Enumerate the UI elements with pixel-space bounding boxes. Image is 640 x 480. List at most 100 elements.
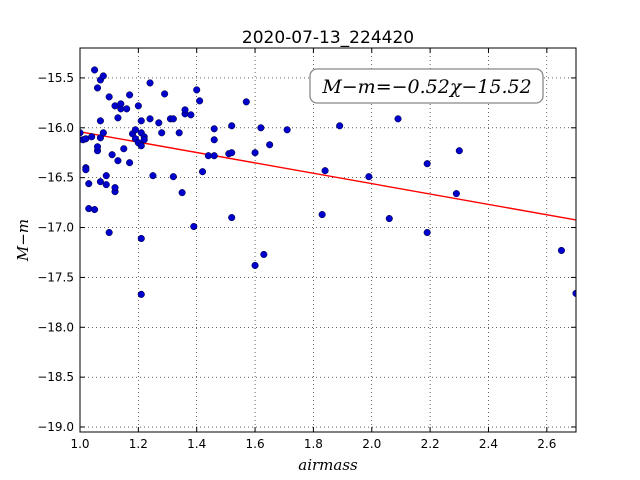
scatter-point xyxy=(85,205,93,213)
scatter-point xyxy=(318,211,326,219)
fit-line xyxy=(79,131,577,221)
scatter-point xyxy=(134,102,142,110)
y-tick-label: −17.5 xyxy=(37,270,74,284)
scatter-point xyxy=(423,160,431,168)
scatter-point xyxy=(131,126,139,134)
scatter-point xyxy=(93,143,102,151)
scatter-point xyxy=(321,167,329,175)
x-axis-label: airmass xyxy=(298,456,358,474)
scatter-point xyxy=(155,119,163,127)
scatter-point xyxy=(161,90,169,98)
scatter-point xyxy=(105,93,113,101)
scatter-point xyxy=(181,106,189,114)
x-tick-label: 1.6 xyxy=(246,437,265,451)
annotation-box xyxy=(309,68,544,104)
scatter-point xyxy=(96,117,104,125)
scatter-point xyxy=(80,129,84,137)
scatter-point xyxy=(190,222,198,231)
scatter-point xyxy=(169,115,177,123)
scatter-point xyxy=(93,84,102,92)
scatter-point xyxy=(385,215,393,223)
scatter-point xyxy=(193,86,201,94)
scatter-point xyxy=(266,141,274,149)
scatter-point xyxy=(82,166,90,174)
scatter-point xyxy=(120,145,128,153)
scatter-point xyxy=(140,136,148,144)
scatter-point xyxy=(228,122,236,130)
scatter-point xyxy=(99,72,107,80)
y-tick-label: −16.5 xyxy=(37,171,74,185)
scatter-point xyxy=(423,228,431,237)
scatter-point xyxy=(257,124,265,132)
scatter-point xyxy=(158,129,166,137)
y-tick-label: −16.0 xyxy=(37,121,74,135)
x-tick-labels: 1.0 1.2 1.4 1.6 1.8 2.0 2.2 2.4 2.6 xyxy=(70,437,556,451)
x-tick-label: 1.2 xyxy=(129,437,148,451)
scatter-point xyxy=(169,173,177,181)
scatter-point xyxy=(111,184,119,192)
scatter-point xyxy=(137,290,145,298)
scatter-point xyxy=(137,117,145,125)
x-tick-label: 1.0 xyxy=(70,437,89,451)
scatter-point xyxy=(365,173,373,181)
scatter-point xyxy=(452,190,460,198)
scatter-point xyxy=(105,228,113,237)
y-tick-label: −19.0 xyxy=(37,420,74,434)
fit-equation-box: M−m=−0.52χ−15.52 xyxy=(309,68,544,104)
scatter-point xyxy=(91,66,99,74)
chart-title: 2020-07-13_224420 xyxy=(242,28,414,48)
scatter-point xyxy=(91,206,99,214)
x-tick-label: 2.0 xyxy=(362,437,381,451)
scatter-point xyxy=(210,152,218,160)
scatter-points xyxy=(80,66,576,298)
scatter-point xyxy=(102,172,110,180)
scatter-point xyxy=(210,136,218,144)
scatter-point xyxy=(85,180,93,188)
scatter-point xyxy=(260,250,268,259)
scatter-point xyxy=(96,178,104,186)
scatter-point xyxy=(175,129,183,137)
x-tick-label: 2.4 xyxy=(479,437,498,451)
x-tick-label: 2.2 xyxy=(421,437,440,451)
plot-area xyxy=(79,47,577,433)
scatter-point xyxy=(117,100,125,108)
fit-line-layer xyxy=(79,131,577,221)
x-tick-label: 1.4 xyxy=(187,437,206,451)
y-tick-label: −15.5 xyxy=(37,71,74,85)
scatter-point xyxy=(114,114,122,122)
scatter-point xyxy=(228,149,236,157)
scatter-point xyxy=(455,147,463,155)
scatter-point xyxy=(99,129,107,137)
scatter-point xyxy=(149,172,157,180)
x-tick-label: 1.8 xyxy=(304,437,323,451)
scatter-point xyxy=(196,97,204,105)
scatter-point xyxy=(137,234,145,243)
scatter-point xyxy=(336,122,344,130)
scatter-point xyxy=(187,111,195,119)
scatter-point xyxy=(198,168,207,176)
scatter-point xyxy=(126,159,134,167)
y-tick-label: −17.0 xyxy=(37,221,74,235)
y-axis-label: M−m xyxy=(14,219,32,262)
scatter-point xyxy=(283,126,291,134)
y-tick-label: −18.5 xyxy=(37,370,74,384)
scatter-point xyxy=(251,261,259,269)
scatter-point xyxy=(394,115,402,123)
scatter-point xyxy=(242,98,250,106)
axis-ticks xyxy=(79,48,576,432)
scatter-point xyxy=(137,142,145,150)
x-tick-label: 2.6 xyxy=(537,437,556,451)
scatter-point xyxy=(178,189,186,197)
scatter-point xyxy=(251,149,259,157)
scatter-point xyxy=(572,289,576,297)
scatter-point xyxy=(123,105,131,113)
scatter-point xyxy=(126,91,134,99)
scatter-point xyxy=(108,151,116,159)
scatter-point xyxy=(88,133,96,141)
grid-lines xyxy=(79,48,576,432)
fit-equation: M−m=−0.52χ−15.52 xyxy=(321,76,531,98)
y-tick-label: −18.0 xyxy=(37,320,74,334)
scatter-point xyxy=(114,157,122,165)
y-tick-labels: −15.5 −16.0 −16.5 −17.0 −17.5 −18.0 −18.5 −19.0 xyxy=(37,71,74,434)
